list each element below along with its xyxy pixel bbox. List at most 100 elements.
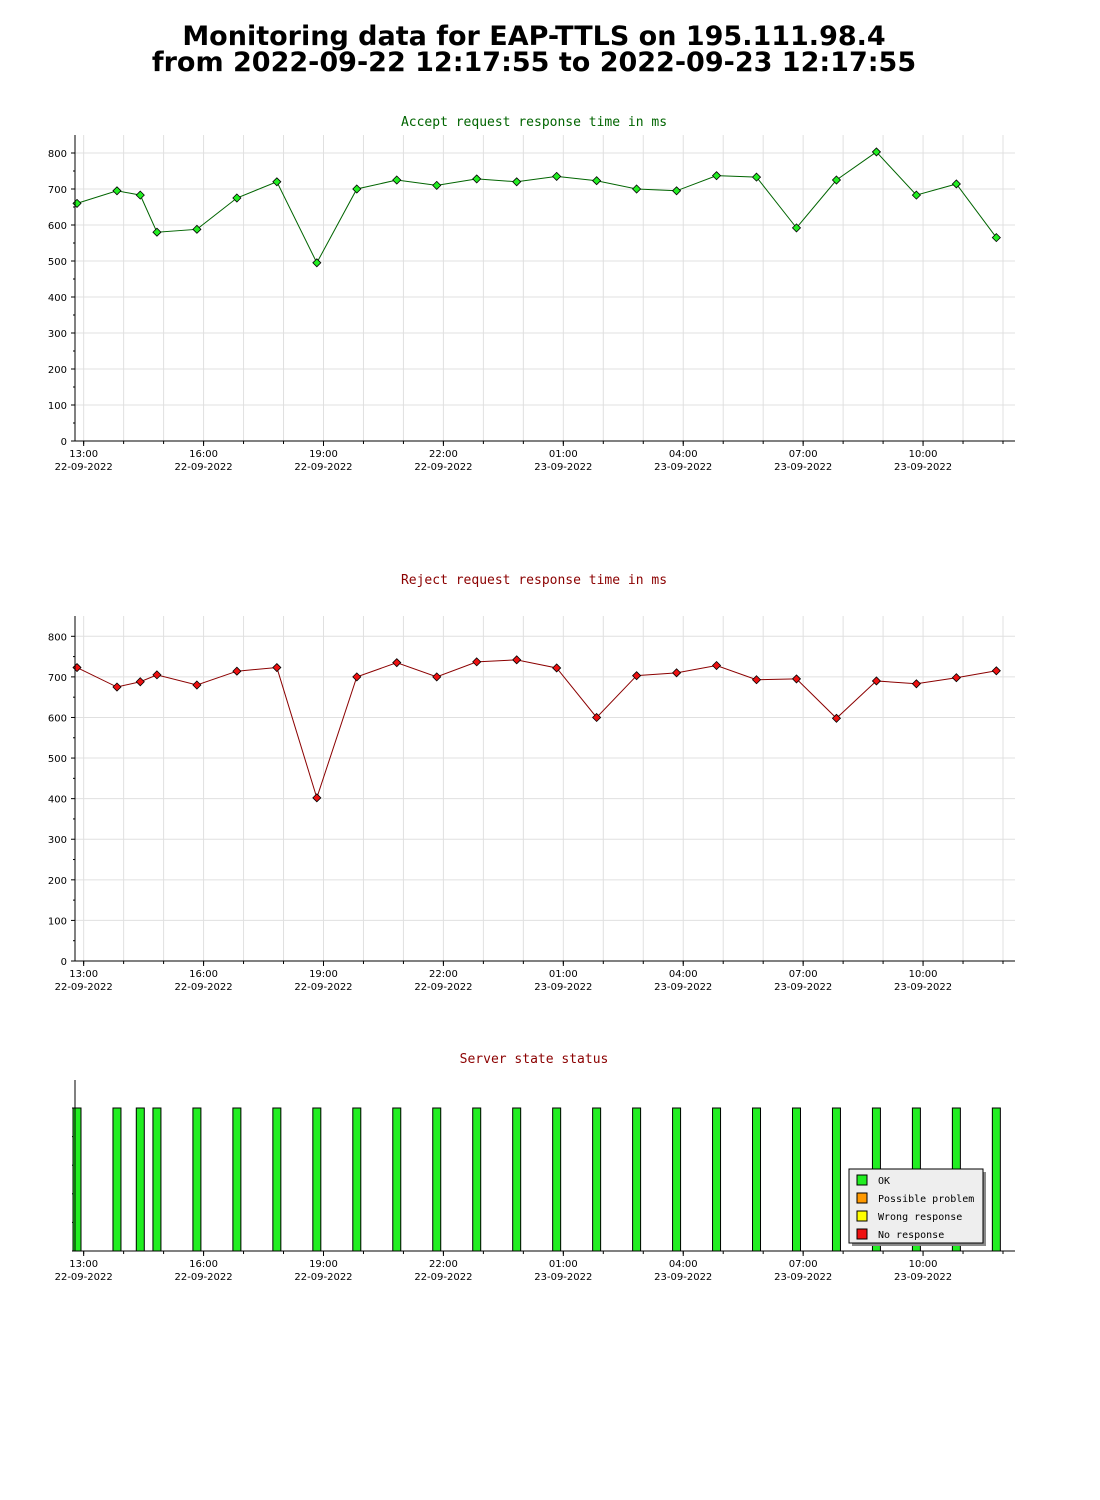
data-point-5 xyxy=(192,680,202,690)
status-bar-16 xyxy=(632,1107,642,1252)
x-tick-time: 22:00 xyxy=(429,1259,458,1270)
data-point-11 xyxy=(432,672,442,682)
x-tick-time: 07:00 xyxy=(789,969,818,980)
chart-title: Server state status xyxy=(460,1052,609,1067)
x-tick-date: 23-09-2022 xyxy=(534,462,592,473)
data-point-12 xyxy=(472,657,482,667)
y-tick-label: 0 xyxy=(61,437,67,448)
y-tick-label: 600 xyxy=(48,713,67,724)
chart-title: Accept request response time in ms xyxy=(401,115,667,130)
legend-label-3: Wrong response xyxy=(878,1212,962,1223)
series-line xyxy=(76,659,997,800)
x-tick-time: 01:00 xyxy=(549,969,578,980)
x-tick-date: 22-09-2022 xyxy=(414,982,472,993)
data-point-14 xyxy=(552,171,562,181)
status-bar-18 xyxy=(712,1107,722,1252)
data-point-8 xyxy=(312,258,322,268)
data-point-23 xyxy=(911,679,921,689)
data-point-21 xyxy=(831,175,842,185)
x-tick-time: 19:00 xyxy=(309,1259,338,1270)
y-tick-label: 500 xyxy=(48,754,67,765)
x-tick-time: 10:00 xyxy=(909,449,938,460)
y-tick-label: 600 xyxy=(48,221,67,232)
y-tick-label: 100 xyxy=(48,401,67,412)
status-bar-11 xyxy=(432,1107,442,1252)
x-tick-date: 22-09-2022 xyxy=(175,982,233,993)
status-bar-5 xyxy=(192,1107,202,1252)
x-tick-date: 23-09-2022 xyxy=(534,982,592,993)
data-point-9 xyxy=(352,672,362,682)
y-tick-label: 200 xyxy=(48,876,67,887)
x-tick-time: 13:00 xyxy=(69,969,98,980)
x-tick-date: 22-09-2022 xyxy=(294,982,352,993)
data-point-20 xyxy=(791,674,802,684)
x-tick-date: 23-09-2022 xyxy=(534,1272,592,1283)
data-point-10 xyxy=(392,175,402,185)
x-tick-date: 23-09-2022 xyxy=(894,462,952,473)
legend-label-2: Possible problem xyxy=(878,1194,974,1205)
data-point-3 xyxy=(135,190,145,200)
data-point-21 xyxy=(831,713,842,723)
x-tick-time: 22:00 xyxy=(429,969,458,980)
y-tick-label: 500 xyxy=(48,257,67,268)
x-tick-time: 10:00 xyxy=(909,969,938,980)
legend-swatch-2 xyxy=(856,1192,868,1204)
data-point-7 xyxy=(272,177,282,187)
data-point-22 xyxy=(871,676,881,686)
x-tick-time: 13:00 xyxy=(69,1259,98,1270)
x-tick-date: 22-09-2022 xyxy=(414,1272,472,1283)
x-tick-time: 19:00 xyxy=(309,449,338,460)
data-point-19 xyxy=(751,172,762,182)
y-tick-label: 800 xyxy=(48,149,67,160)
data-point-16 xyxy=(632,671,642,681)
status-bar-8 xyxy=(312,1107,322,1252)
x-tick-date: 22-09-2022 xyxy=(294,1272,352,1283)
status-bar-4 xyxy=(152,1107,162,1252)
data-point-2 xyxy=(112,682,122,692)
x-tick-date: 22-09-2022 xyxy=(294,462,352,473)
y-tick-label: 100 xyxy=(48,916,67,927)
status-bar-2 xyxy=(112,1107,122,1252)
title-line-2: from 2022-09-22 12:17:55 to 2022-09-23 1… xyxy=(151,47,917,78)
status-bar-25 xyxy=(991,1107,1001,1252)
status-bar-1 xyxy=(72,1107,82,1252)
status-bar-12 xyxy=(472,1107,482,1252)
x-tick-time: 22:00 xyxy=(429,449,458,460)
legend-swatch-1 xyxy=(856,1174,868,1186)
status-bar-14 xyxy=(552,1107,562,1252)
data-point-24 xyxy=(951,179,961,189)
data-point-4 xyxy=(152,227,162,237)
y-tick-label: 700 xyxy=(48,673,67,684)
data-point-15 xyxy=(592,176,602,186)
x-tick-date: 23-09-2022 xyxy=(894,982,952,993)
series-line xyxy=(76,151,997,264)
data-point-17 xyxy=(672,668,682,678)
x-tick-time: 19:00 xyxy=(309,969,338,980)
data-point-13 xyxy=(512,177,522,187)
status-bar-9 xyxy=(352,1107,362,1252)
status-bar-17 xyxy=(672,1107,682,1252)
data-point-2 xyxy=(112,186,122,196)
data-point-18 xyxy=(711,171,722,181)
x-tick-time: 01:00 xyxy=(549,449,578,460)
data-point-1 xyxy=(72,662,82,673)
status-bar-10 xyxy=(392,1107,402,1252)
data-point-7 xyxy=(272,662,282,673)
x-tick-date: 22-09-2022 xyxy=(414,462,472,473)
status-bar-15 xyxy=(592,1107,602,1252)
x-tick-date: 23-09-2022 xyxy=(654,462,712,473)
data-point-19 xyxy=(751,675,762,685)
x-tick-date: 22-09-2022 xyxy=(175,1272,233,1283)
y-tick-label: 300 xyxy=(48,329,67,340)
status-bar-19 xyxy=(752,1107,762,1252)
data-point-12 xyxy=(472,174,482,184)
data-point-10 xyxy=(392,658,402,668)
data-point-25 xyxy=(991,666,1001,676)
data-point-3 xyxy=(135,677,145,687)
x-tick-time: 10:00 xyxy=(909,1259,938,1270)
y-tick-label: 0 xyxy=(61,957,67,968)
legend-swatch-4 xyxy=(856,1228,868,1240)
x-tick-time: 16:00 xyxy=(189,969,218,980)
legend-swatch-3 xyxy=(856,1210,868,1222)
